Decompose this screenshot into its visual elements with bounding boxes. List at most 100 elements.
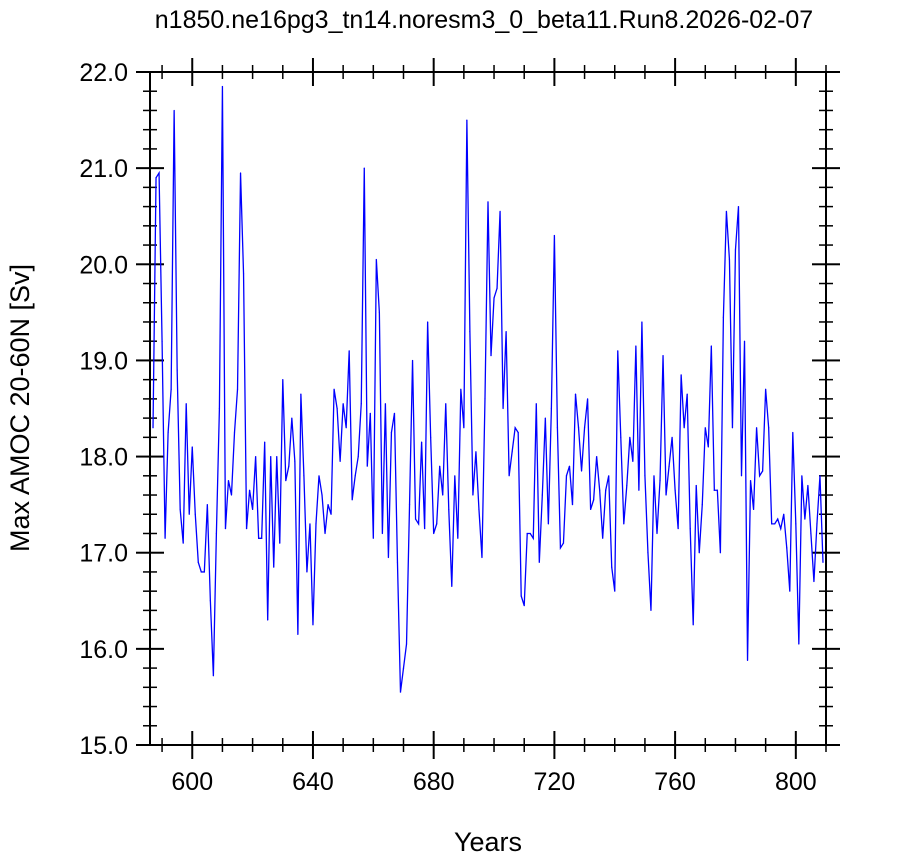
amoc-series-points [152,85,824,693]
data-point [762,470,764,472]
data-point [300,393,302,395]
data-point [321,494,323,496]
data-point [656,532,658,535]
axis-ticks [136,58,840,759]
data-point [813,580,815,583]
data-point [309,523,311,525]
data-point [544,417,546,419]
data-point [393,412,396,414]
data-point [378,311,380,313]
data-point [315,523,317,525]
data-point [206,504,208,506]
data-point [614,590,616,592]
data-point [366,465,368,467]
x-tick-label: 640 [292,768,334,796]
data-point [369,412,371,414]
data-point [421,441,423,443]
data-point [668,465,670,467]
data-point [692,624,694,626]
data-point [511,451,513,453]
data-point [445,403,447,405]
data-point [777,518,779,520]
data-point [430,436,432,438]
data-point [342,403,344,405]
data-point [469,330,471,333]
data-point [644,475,646,477]
y-tick-labels: 15.0 16.0 17.0 18.0 19.0 20.0 21.0 22.0 [79,59,128,760]
data-point [792,431,794,434]
x-tick-label: 800 [775,768,817,796]
data-point [816,523,818,525]
data-point [176,369,178,371]
data-point [771,523,773,525]
data-point [647,552,649,554]
data-point [650,609,652,612]
data-point [586,398,589,400]
data-point [390,431,393,434]
x-axis-label: Years [454,827,522,857]
data-point [623,523,625,525]
data-point [345,427,347,429]
data-point [360,403,362,405]
data-point [282,379,284,381]
data-point [339,460,341,462]
data-point [255,455,257,458]
data-point [602,537,604,539]
data-point [487,201,489,203]
y-tick-label: 18.0 [79,444,128,472]
data-point [155,177,157,179]
data-point [807,484,809,487]
data-point [372,537,374,539]
data-point [245,528,248,530]
data-point [583,427,586,429]
data-point [414,518,417,520]
chart-title: n1850.ne16pg3_tn14.noresm3_0_beta11.Run8… [155,6,813,34]
data-point [402,667,405,669]
data-point [765,388,767,390]
data-point [288,465,290,467]
y-tick-label: 15.0 [79,732,128,760]
data-point [789,590,791,592]
data-point [629,436,631,438]
data-point [493,297,495,299]
data-point [526,532,528,535]
data-point [363,167,365,169]
data-point [375,258,377,261]
data-point [746,659,749,661]
data-point [740,475,743,477]
data-point [478,508,480,511]
data-point [680,374,682,376]
data-point [719,552,721,554]
data-point [508,475,510,477]
data-point [550,407,552,410]
data-point [439,465,441,467]
data-point [417,523,420,525]
data-point [605,489,607,491]
data-point [686,393,688,395]
data-point [677,528,679,530]
data-point [768,427,770,429]
data-point [273,566,275,568]
data-point [783,513,785,515]
data-point [562,542,565,544]
data-point [270,455,272,458]
data-point [734,249,737,251]
data-point [442,494,444,496]
data-point [580,470,583,472]
data-point [252,508,254,511]
data-point [212,675,214,677]
data-point [427,321,429,323]
data-point [535,403,537,405]
data-point [161,340,163,342]
data-point [590,508,592,511]
data-point [312,624,314,626]
data-point [568,465,571,467]
data-point [387,556,390,559]
data-point [752,508,755,511]
x-tick-label: 680 [413,768,455,796]
data-point [475,451,477,453]
data-point [399,691,402,693]
y-tick-label: 19.0 [79,347,128,375]
plot-area-frame [149,71,827,746]
data-point [209,600,211,602]
